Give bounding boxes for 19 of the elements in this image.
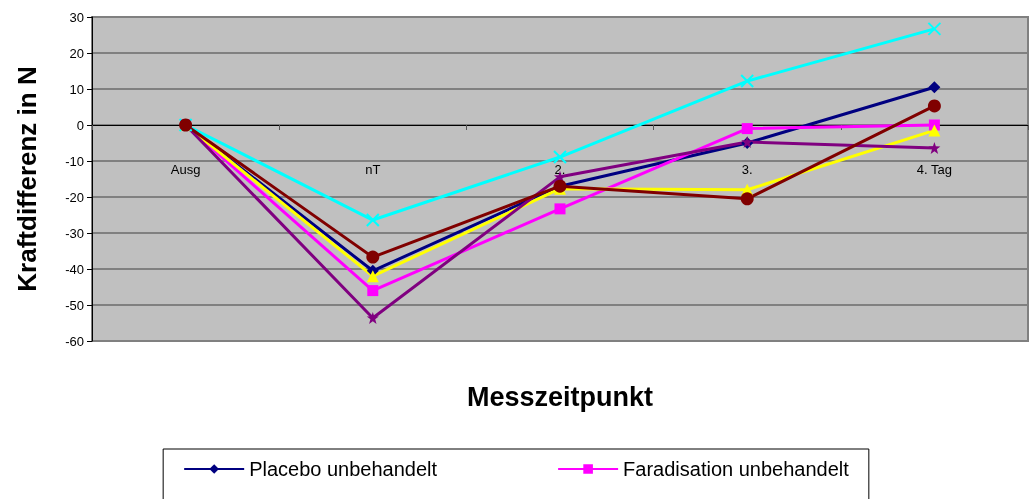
x-tick-label: 2.: [554, 162, 566, 177]
y-tick-label: -10: [65, 153, 84, 169]
legend-label: Faradisation unbehandelt: [623, 458, 850, 480]
y-tick-label: -40: [65, 261, 84, 277]
x-tick-label: nT: [365, 162, 381, 177]
y-axis-title: Kraftdifferenz in N: [12, 66, 42, 292]
legend-label: Placebo unbehandelt: [249, 458, 438, 480]
x-tick-label: 3.: [741, 162, 753, 177]
y-tick-label: -20: [65, 189, 84, 205]
y-tick-label: -50: [65, 297, 84, 313]
y-tick-label: 0: [76, 117, 84, 133]
y-tick-label: 30: [69, 9, 84, 25]
x-tick-label: Ausg: [170, 162, 201, 177]
y-tick-label: 10: [69, 81, 84, 97]
x-tick-label: 4. Tag: [916, 162, 952, 177]
x-axis-title: Messzeitpunkt: [466, 381, 654, 412]
y-tick-label: -60: [65, 333, 84, 349]
y-tick-label: -30: [65, 225, 84, 241]
y-tick-label: 20: [69, 45, 84, 61]
